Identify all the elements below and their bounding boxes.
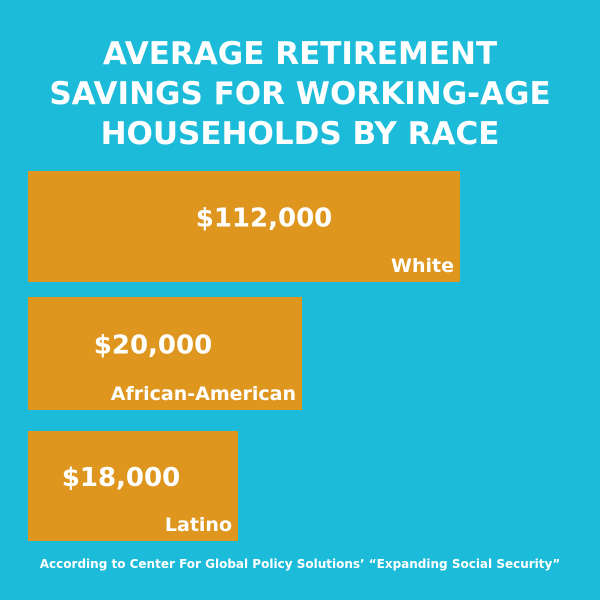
value-label-1: $20,000	[94, 331, 212, 361]
value-label-0: $112,000	[196, 204, 333, 234]
title-line-1: AVERAGE RETIREMENT	[102, 36, 498, 72]
source-footnote: According to Center For Global Policy So…	[39, 557, 561, 571]
title-line-2: SAVINGS FOR WORKING-AGE	[49, 76, 551, 112]
category-label-2: Latino	[165, 514, 232, 536]
bar-1	[28, 297, 302, 410]
bar-2	[28, 431, 238, 541]
bar-0	[28, 171, 460, 282]
value-label-2: $18,000	[62, 463, 180, 493]
category-label-0: White	[391, 255, 454, 277]
category-label-1: African-American	[111, 383, 296, 405]
chart-title: AVERAGE RETIREMENT SAVINGS FOR WORKING-A…	[0, 34, 600, 154]
title-line-3: HOUSEHOLDS BY RACE	[100, 116, 500, 152]
